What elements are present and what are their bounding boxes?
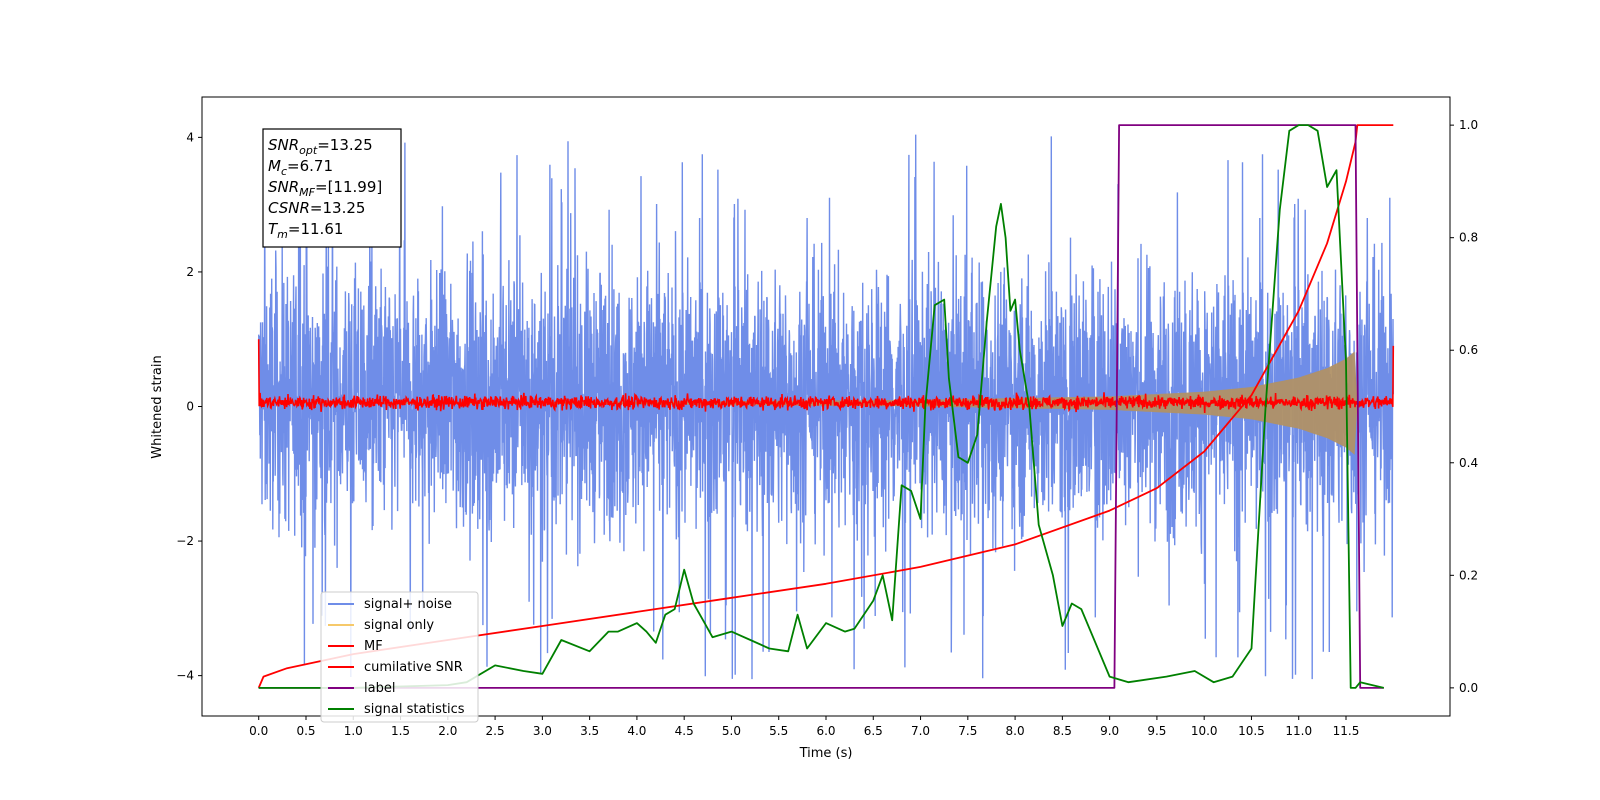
x-axis-ticks: 0.0 0.5 1.0 1.5 2.0 2.5 3.0 3.5 4.0 4.5 5.0 5.5 6.0 6… — [249, 716, 1359, 738]
annotation-line: SNRMF=[11.99] — [268, 178, 382, 199]
y-axis-left-label: Whitened strain — [150, 355, 165, 458]
y-left-tick-label: 4 — [186, 130, 194, 144]
mf-line — [257, 339, 1395, 414]
y-right-tick-label: 0.8 — [1459, 231, 1478, 245]
y-left-tick-label: −2 — [176, 534, 194, 548]
y-right-tick-label: 0.6 — [1459, 343, 1478, 357]
legend-label: signal+ noise — [364, 597, 452, 612]
x-tick-label: 5.0 — [722, 724, 741, 738]
legend-frame — [320, 591, 479, 723]
signal-statistics-series — [258, 124, 1385, 689]
x-tick-label: 1.5 — [391, 724, 410, 738]
x-tick-label: 9.5 — [1147, 724, 1166, 738]
annotation-line: Tm=11.61 — [268, 220, 343, 241]
annotation-line: Mc=6.71 — [268, 157, 333, 178]
annotation-line: CSNR=13.25 — [268, 199, 365, 217]
x-tick-label: 6.5 — [864, 724, 883, 738]
label-line — [258, 124, 1384, 689]
x-tick-label: 7.5 — [958, 724, 977, 738]
legend-label: MF — [364, 639, 383, 654]
annotation-line: SNRopt=13.25 — [268, 136, 373, 157]
signal-plus-noise-series — [258, 134, 1394, 680]
y-left-tick-label: −4 — [176, 669, 194, 683]
x-tick-label: 8.0 — [1006, 724, 1025, 738]
y-right-tick-label: 0.0 — [1459, 681, 1478, 695]
x-tick-label: 4.5 — [675, 724, 694, 738]
x-tick-label: 5.5 — [769, 724, 788, 738]
x-tick-label: 2.5 — [486, 724, 505, 738]
x-tick-label: 0.5 — [296, 724, 315, 738]
x-axis-label: Time (s) — [799, 746, 853, 761]
mf-series — [257, 339, 1395, 414]
x-tick-label: 10.0 — [1191, 724, 1218, 738]
x-tick-label: 11.0 — [1285, 724, 1312, 738]
y-axis-left-ticks: −4 −2 0 2 4 — [176, 130, 202, 683]
x-tick-label: 7.0 — [911, 724, 930, 738]
y-right-tick-label: 0.4 — [1459, 456, 1478, 470]
x-tick-label: 10.5 — [1238, 724, 1265, 738]
x-tick-label: 3.0 — [533, 724, 552, 738]
y-right-tick-label: 1.0 — [1459, 118, 1478, 132]
y-right-tick-label: 0.2 — [1459, 568, 1478, 582]
x-tick-label: 2.0 — [438, 724, 457, 738]
legend-label: signal statistics — [364, 702, 465, 717]
legend-label: label — [364, 681, 395, 696]
y-axis-right-ticks: 0.0 0.2 0.4 0.6 0.8 1.0 — [1450, 118, 1478, 695]
y-left-tick-label: 0 — [186, 400, 194, 414]
legend-label: cumilative SNR — [364, 660, 463, 675]
x-tick-label: 1.0 — [344, 724, 363, 738]
x-tick-label: 9.0 — [1100, 724, 1119, 738]
signal-statistics-line — [258, 124, 1385, 689]
x-tick-label: 11.5 — [1333, 724, 1360, 738]
label-series — [258, 124, 1384, 689]
x-tick-label: 8.5 — [1053, 724, 1072, 738]
signal-plus-noise-line — [258, 134, 1394, 680]
x-tick-label: 4.0 — [627, 724, 646, 738]
snr-annotation-box: SNRopt=13.25Mc=6.71SNRMF=[11.99]CSNR=13.… — [262, 128, 402, 248]
annotation-box-frame — [262, 128, 402, 248]
x-tick-label: 3.5 — [580, 724, 599, 738]
x-tick-label: 0.0 — [249, 724, 268, 738]
x-tick-label: 6.0 — [816, 724, 835, 738]
legend-label: signal only — [364, 618, 434, 633]
legend: signal+ noise signal only MF cumilative SNR… — [320, 591, 479, 723]
y-left-tick-label: 2 — [186, 265, 194, 279]
